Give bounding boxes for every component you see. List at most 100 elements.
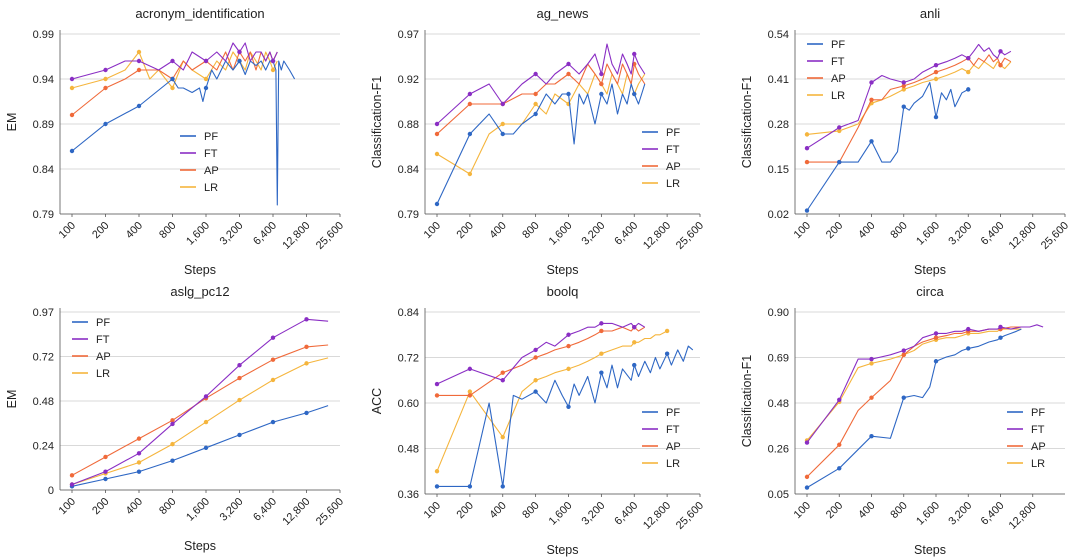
data-point-pf <box>566 91 571 97</box>
data-point-pf <box>170 76 175 82</box>
x-tick-label: 1,600 <box>547 500 575 528</box>
legend-label-pf: PF <box>1031 407 1045 419</box>
data-point-lr <box>136 49 142 55</box>
data-point-pf <box>804 485 810 490</box>
legend-label-ft: FT <box>1031 424 1045 436</box>
data-point-lr <box>467 389 473 394</box>
x-axis-label: Steps <box>547 263 579 277</box>
data-point-ft <box>237 49 242 55</box>
y-tick-label: 0 <box>48 485 54 497</box>
x-tick-label: 6,400 <box>251 496 279 524</box>
series-line-pf <box>71 405 329 487</box>
data-point-ap <box>103 454 108 460</box>
legend-label-lr: LR <box>666 458 680 470</box>
y-tick-label: 0.89 <box>33 119 54 131</box>
series-line-ft <box>436 43 646 125</box>
series-line-pf <box>806 328 1022 489</box>
y-tick-label: 0.92 <box>398 74 419 86</box>
x-tick-label: 100 <box>422 500 443 521</box>
y-axis-label: Classification-F1 <box>740 76 754 168</box>
series-line-ft <box>436 322 646 385</box>
x-tick-label: 25,600 <box>314 220 346 252</box>
series-line-pf <box>437 345 694 487</box>
data-point-ft <box>500 378 505 383</box>
data-point-ft <box>566 61 571 67</box>
x-tick-label: 200 <box>455 500 476 521</box>
data-point-ft <box>434 121 440 127</box>
data-point-ft <box>203 58 209 64</box>
chart-title: ag_news <box>536 6 589 21</box>
y-tick-label: 0.84 <box>398 307 419 319</box>
y-axis-label: EM <box>5 113 19 132</box>
x-tick-label: 800 <box>520 220 541 241</box>
data-point-ap <box>533 355 538 360</box>
data-point-pf <box>599 91 604 97</box>
data-point-pf <box>136 469 142 474</box>
data-point-lr <box>467 171 473 177</box>
data-point-ft <box>837 125 842 130</box>
data-point-ap <box>901 352 906 358</box>
data-point-ap <box>434 393 440 398</box>
chart-panel-4: 0 0.24 0.48 0.72 0.97 100 200 400 800 1,600 3,200 6… <box>5 284 346 553</box>
chart-panel-6: 0.05 0.26 0.48 0.69 0.90 100 200 400 800 1,600 3,2… <box>740 284 1065 557</box>
x-tick-label: 12,800 <box>641 220 673 252</box>
data-point-lr <box>270 377 276 383</box>
data-point-ap <box>901 83 906 89</box>
data-point-ft <box>632 324 637 330</box>
data-point-pf <box>664 351 670 356</box>
x-tick-label: 800 <box>157 220 178 241</box>
data-point-ap <box>500 370 505 375</box>
chart-panel-2: 0.79 0.84 0.88 0.92 0.97 100 200 400 800 1,600 3,2… <box>370 6 706 277</box>
series-line-ap <box>436 63 646 135</box>
x-tick-label: 12,800 <box>1007 500 1039 532</box>
data-point-ft <box>270 335 276 340</box>
y-tick-label: 0.94 <box>33 74 54 86</box>
legend-label-pf: PF <box>204 131 218 143</box>
data-point-pf <box>566 404 571 409</box>
legend-label-ap: AP <box>1031 441 1046 453</box>
y-tick-label: 0.54 <box>768 29 789 41</box>
y-tick-label: 0.79 <box>33 209 54 221</box>
data-point-ap <box>434 131 440 137</box>
data-point-ft <box>467 366 473 372</box>
y-axis-label: EM <box>5 390 19 409</box>
x-tick-label: 6,400 <box>979 500 1007 528</box>
data-point-ft <box>998 324 1003 330</box>
y-tick-label: 0.24 <box>33 441 54 453</box>
series-line-lr <box>71 357 329 486</box>
x-tick-label: 800 <box>157 496 178 517</box>
x-tick-label: 6,400 <box>612 220 640 248</box>
data-point-pf <box>632 362 637 368</box>
data-point-pf <box>500 131 505 137</box>
x-tick-label: 400 <box>487 220 508 241</box>
data-point-ft <box>632 51 637 57</box>
data-point-pf <box>901 104 906 109</box>
y-tick-label: 0.84 <box>398 164 419 176</box>
data-point-pf <box>901 395 906 400</box>
data-point-pf <box>467 131 473 137</box>
y-tick-label: 0.90 <box>768 307 789 319</box>
y-tick-label: 0.72 <box>398 353 419 365</box>
data-point-ft <box>500 101 505 107</box>
data-point-pf <box>270 419 276 425</box>
x-tick-label: 100 <box>792 500 813 521</box>
data-point-lr <box>664 328 670 334</box>
series-line-lr <box>806 61 1012 135</box>
x-tick-label: 100 <box>422 220 443 241</box>
chart-title: acronym_identification <box>135 6 264 21</box>
data-point-ft <box>304 317 309 322</box>
data-point-lr <box>170 85 175 91</box>
legend-label-ap: AP <box>96 351 111 363</box>
x-tick-label: 12,800 <box>280 496 312 528</box>
data-point-ap <box>998 62 1003 68</box>
y-axis-label: ACC <box>370 388 384 414</box>
data-point-ap <box>566 343 571 349</box>
data-point-ap <box>304 344 309 350</box>
data-point-ap <box>136 67 142 73</box>
series-line-ap <box>437 326 646 396</box>
data-point-ft <box>869 80 874 85</box>
x-tick-label: 12,800 <box>280 220 312 252</box>
data-point-lr <box>804 132 810 137</box>
data-point-pf <box>869 433 874 439</box>
